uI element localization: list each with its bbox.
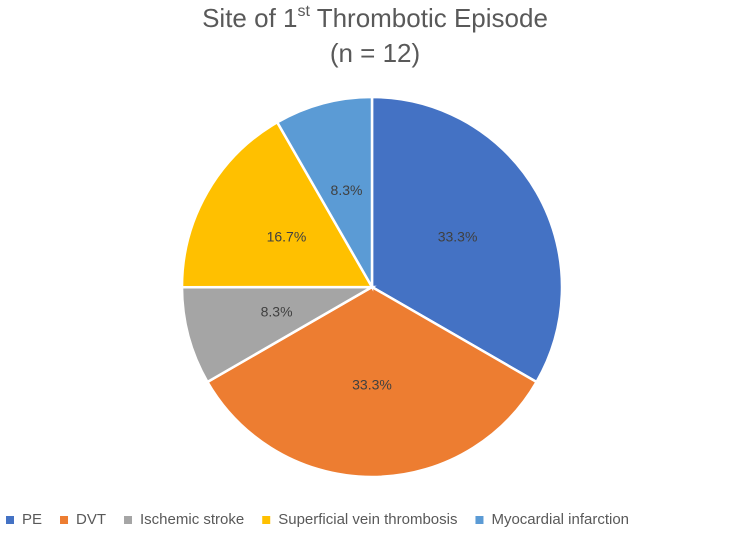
legend-swatch xyxy=(475,516,484,524)
legend-label: Ischemic stroke xyxy=(140,511,244,528)
pie-slice xyxy=(370,95,564,384)
legend-label: Myocardial infarction xyxy=(491,511,629,528)
legend-label: DVT xyxy=(76,511,106,528)
legend-swatch xyxy=(6,516,14,524)
pie-slice xyxy=(275,95,374,292)
chart-title: Site of 1st Thrombotic Episode xyxy=(202,3,548,33)
data-label: 16.7% xyxy=(267,228,307,244)
legend-swatch xyxy=(124,516,133,524)
data-label: 8.3% xyxy=(331,182,363,198)
chart-subtitle: (n = 12) xyxy=(330,38,420,68)
pie-slice xyxy=(180,285,377,384)
data-label: 33.3% xyxy=(352,377,392,393)
legend-label: PE xyxy=(22,511,42,528)
legend-label: Superficial vein thrombosis xyxy=(278,511,457,528)
data-label: 33.3% xyxy=(438,228,478,244)
pie-slice xyxy=(180,120,375,289)
legend-swatch xyxy=(262,516,271,524)
data-label: 8.3% xyxy=(261,303,293,319)
pie-slice xyxy=(205,285,539,479)
legend-swatch xyxy=(60,516,69,524)
